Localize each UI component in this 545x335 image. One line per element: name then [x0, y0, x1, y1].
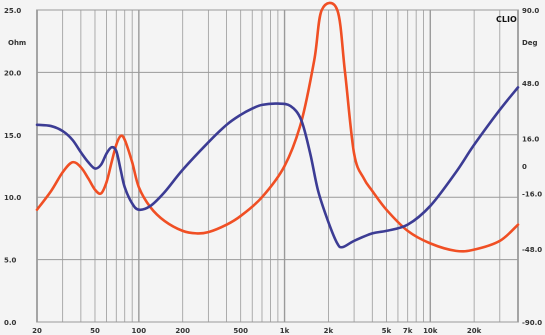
x-tick-label: 7k: [403, 327, 413, 335]
left-tick-label: 20.0: [4, 69, 21, 77]
right-tick-label: -48.0: [522, 246, 542, 254]
x-tick-label: 20: [32, 327, 42, 335]
left-tick-label: 5.0: [4, 257, 17, 265]
x-tick-label: 100: [132, 327, 147, 335]
right-tick-label: -16.0: [522, 191, 542, 199]
phase-curve: [35, 86, 520, 249]
x-tick-label: 500: [233, 327, 248, 335]
axis-labels: 0.0 5.0 10.0 15.0 20.0 25.0 -90.0 -48.0 -16.0 0 16…: [4, 7, 542, 335]
right-tick-label: 48.0: [522, 80, 539, 88]
x-tick-label: 1k: [280, 327, 290, 335]
right-tick-label: -90.0: [522, 319, 542, 327]
series-lines: [35, 1, 520, 253]
x-tick-label: 2k: [324, 327, 334, 335]
left-unit-label: Ohm: [8, 39, 26, 47]
grid-lines: [37, 9, 518, 323]
clio-brand-label: CLIO: [496, 15, 517, 24]
x-tick-label: 200: [175, 327, 190, 335]
right-tick-label: 0: [522, 163, 527, 171]
impedance-curve: [35, 1, 520, 253]
left-tick-label: 0.0: [4, 319, 17, 327]
left-tick-label: 25.0: [4, 7, 21, 15]
left-tick-label: 15.0: [4, 132, 21, 140]
x-tick-label: 10k: [423, 327, 438, 335]
right-tick-label: 16.0: [522, 135, 539, 143]
x-tick-label: 20k: [467, 327, 482, 335]
left-tick-label: 10.0: [4, 194, 21, 202]
x-tick-label: 5k: [382, 327, 392, 335]
right-unit-label: Deg: [522, 39, 538, 47]
right-tick-label: 90.0: [522, 7, 539, 15]
x-tick-label: 50: [90, 327, 100, 335]
